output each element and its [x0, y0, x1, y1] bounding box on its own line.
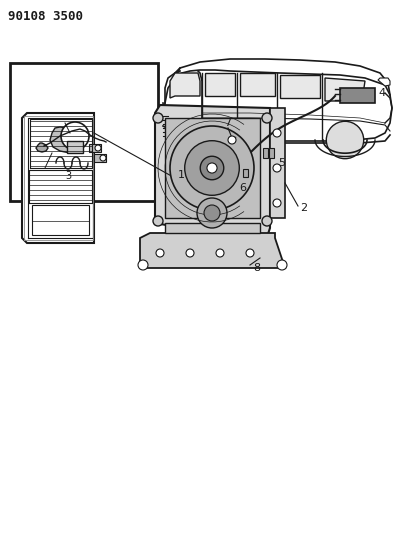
- Polygon shape: [165, 118, 260, 218]
- Polygon shape: [175, 150, 225, 158]
- Polygon shape: [240, 73, 275, 96]
- Circle shape: [262, 216, 272, 226]
- Text: 5: 5: [278, 158, 285, 168]
- Polygon shape: [170, 73, 200, 98]
- Text: 8: 8: [253, 263, 260, 273]
- Circle shape: [228, 136, 236, 144]
- Bar: [243, 169, 248, 177]
- Circle shape: [197, 198, 227, 228]
- Text: 2: 2: [300, 203, 307, 213]
- Circle shape: [185, 141, 239, 195]
- Text: 4: 4: [378, 88, 385, 98]
- Text: 3: 3: [65, 171, 71, 181]
- Text: 6: 6: [240, 183, 246, 193]
- Circle shape: [100, 155, 106, 161]
- Circle shape: [153, 113, 163, 123]
- Bar: [94, 154, 106, 162]
- Bar: [89, 144, 101, 152]
- Text: 7: 7: [224, 118, 232, 128]
- Bar: [67, 141, 83, 153]
- Circle shape: [138, 260, 148, 270]
- Bar: [10, 63, 158, 201]
- Circle shape: [200, 156, 224, 180]
- Polygon shape: [36, 143, 48, 152]
- Polygon shape: [270, 108, 285, 218]
- Circle shape: [207, 163, 217, 173]
- Circle shape: [273, 164, 281, 172]
- Polygon shape: [50, 127, 82, 153]
- Circle shape: [273, 129, 281, 137]
- Circle shape: [216, 249, 224, 257]
- Bar: [263, 148, 268, 158]
- Polygon shape: [155, 105, 270, 243]
- Polygon shape: [140, 233, 285, 268]
- Circle shape: [201, 122, 239, 159]
- Polygon shape: [340, 88, 375, 103]
- Circle shape: [277, 260, 287, 270]
- Circle shape: [186, 249, 194, 257]
- Text: 1: 1: [178, 170, 185, 180]
- Polygon shape: [378, 78, 390, 86]
- Polygon shape: [22, 113, 94, 243]
- Text: 90108 3500: 90108 3500: [8, 10, 83, 23]
- Circle shape: [262, 113, 272, 123]
- Circle shape: [95, 145, 101, 151]
- Circle shape: [246, 249, 254, 257]
- Circle shape: [273, 199, 281, 207]
- Circle shape: [170, 126, 254, 210]
- Circle shape: [153, 216, 163, 226]
- Polygon shape: [32, 205, 89, 235]
- Circle shape: [61, 122, 89, 150]
- Circle shape: [326, 122, 364, 159]
- Polygon shape: [165, 223, 260, 233]
- Polygon shape: [205, 73, 235, 96]
- Circle shape: [204, 205, 220, 221]
- Polygon shape: [280, 75, 320, 98]
- Polygon shape: [325, 78, 365, 101]
- Polygon shape: [163, 70, 392, 143]
- Bar: [269, 148, 274, 158]
- Circle shape: [156, 249, 164, 257]
